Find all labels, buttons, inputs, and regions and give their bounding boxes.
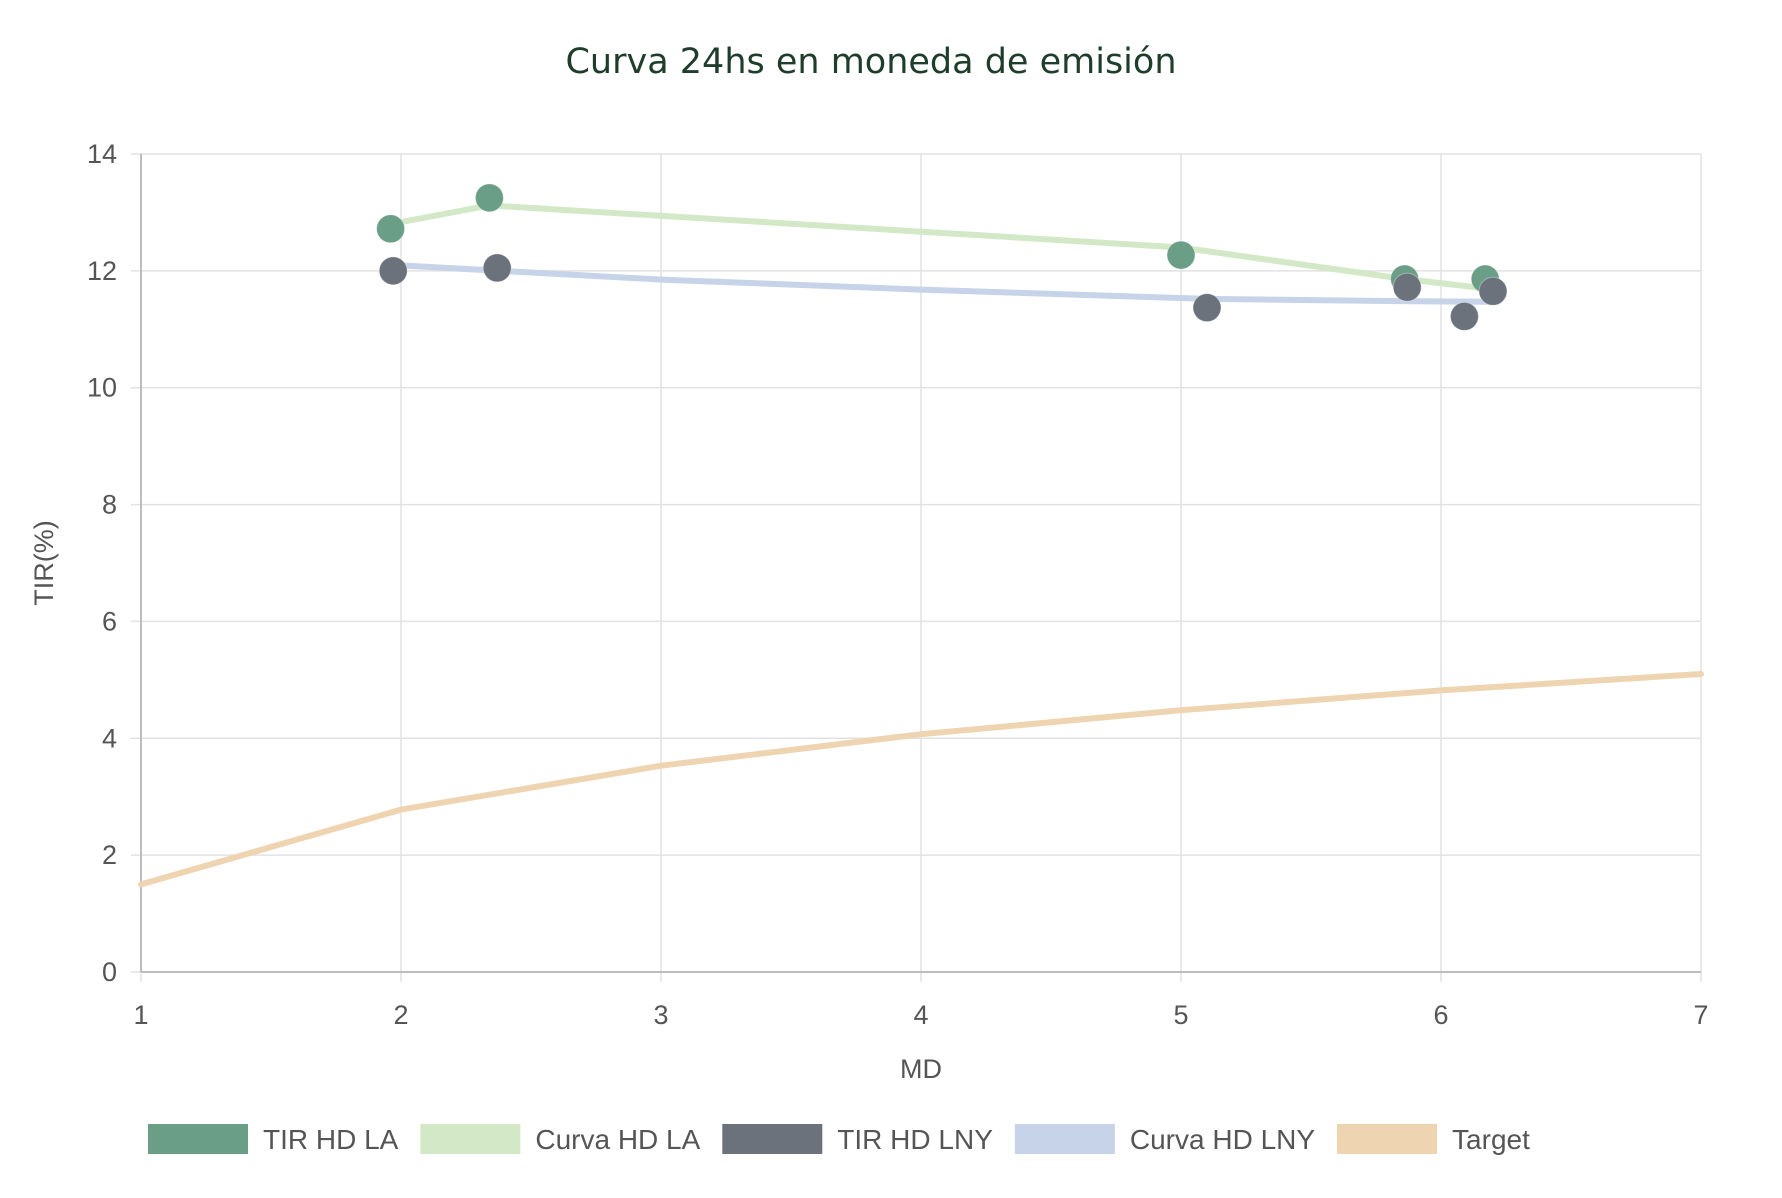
y-tick-label: 12 [87,256,117,286]
legend-label: Curva HD LA [535,1124,700,1155]
legend-swatch [1014,1124,1115,1154]
legend-label: TIR HD LNY [837,1124,993,1155]
x-tick-label: 3 [653,1000,668,1030]
x-tick-label: 7 [1693,1000,1708,1030]
point-tir-hd-lny[interactable] [1478,276,1508,306]
series-line-target [138,671,1704,888]
legend-item-tir-hd-la[interactable]: TIR HD LA [148,1124,399,1155]
grid [131,153,1702,982]
point-tir-hd-lny[interactable] [482,253,512,283]
y-tick-label: 6 [102,606,117,636]
legend-swatch [1337,1124,1438,1154]
point-tir-hd-la[interactable] [474,183,504,213]
y-tick-label: 4 [102,723,117,753]
x-tick-label: 6 [1433,1000,1448,1030]
y-tick-label: 8 [102,490,117,520]
point-tir-hd-lny[interactable] [1449,301,1479,331]
x-tick-label: 1 [133,1000,148,1030]
series-line-curva-hd-lny [390,262,1496,305]
x-tick-label: 4 [913,1000,928,1030]
legend-swatch [420,1124,521,1154]
point-tir-hd-la[interactable] [376,214,406,244]
point-tir-hd-la[interactable] [1166,240,1196,270]
x-axis-title: MD [900,1054,942,1084]
y-axis-title: TIR(%) [29,520,59,605]
legend-swatch [148,1124,248,1154]
legend-item-curva-hd-lny[interactable]: Curva HD LNY [1014,1124,1315,1155]
point-tir-hd-lny[interactable] [1392,272,1422,302]
legend-item-tir-hd-lny[interactable]: TIR HD LNY [722,1124,993,1155]
chart-title: Curva 24hs en moneda de emisión [565,42,1176,82]
point-tir-hd-lny[interactable] [1192,293,1222,323]
x-tick-label: 5 [1173,1000,1188,1030]
legend-label: Target [1452,1124,1530,1155]
legend-label: TIR HD LA [263,1124,399,1155]
legend-item-target[interactable]: Target [1337,1124,1530,1155]
y-tick-label: 2 [102,840,117,870]
legend-label: Curva HD LNY [1130,1124,1315,1155]
point-tir-hd-lny[interactable] [378,256,408,286]
legend: TIR HD LA Curva HD LA TIR HD LNY Curva HD L… [148,1124,1530,1155]
legend-swatch [722,1124,823,1154]
series [138,183,1704,888]
y-tick-label: 0 [102,957,117,987]
x-tick-label: 2 [393,1000,408,1030]
y-tick-label: 14 [87,139,117,169]
legend-item-curva-hd-la[interactable]: Curva HD LA [420,1124,701,1155]
y-tick-label: 10 [87,373,117,403]
